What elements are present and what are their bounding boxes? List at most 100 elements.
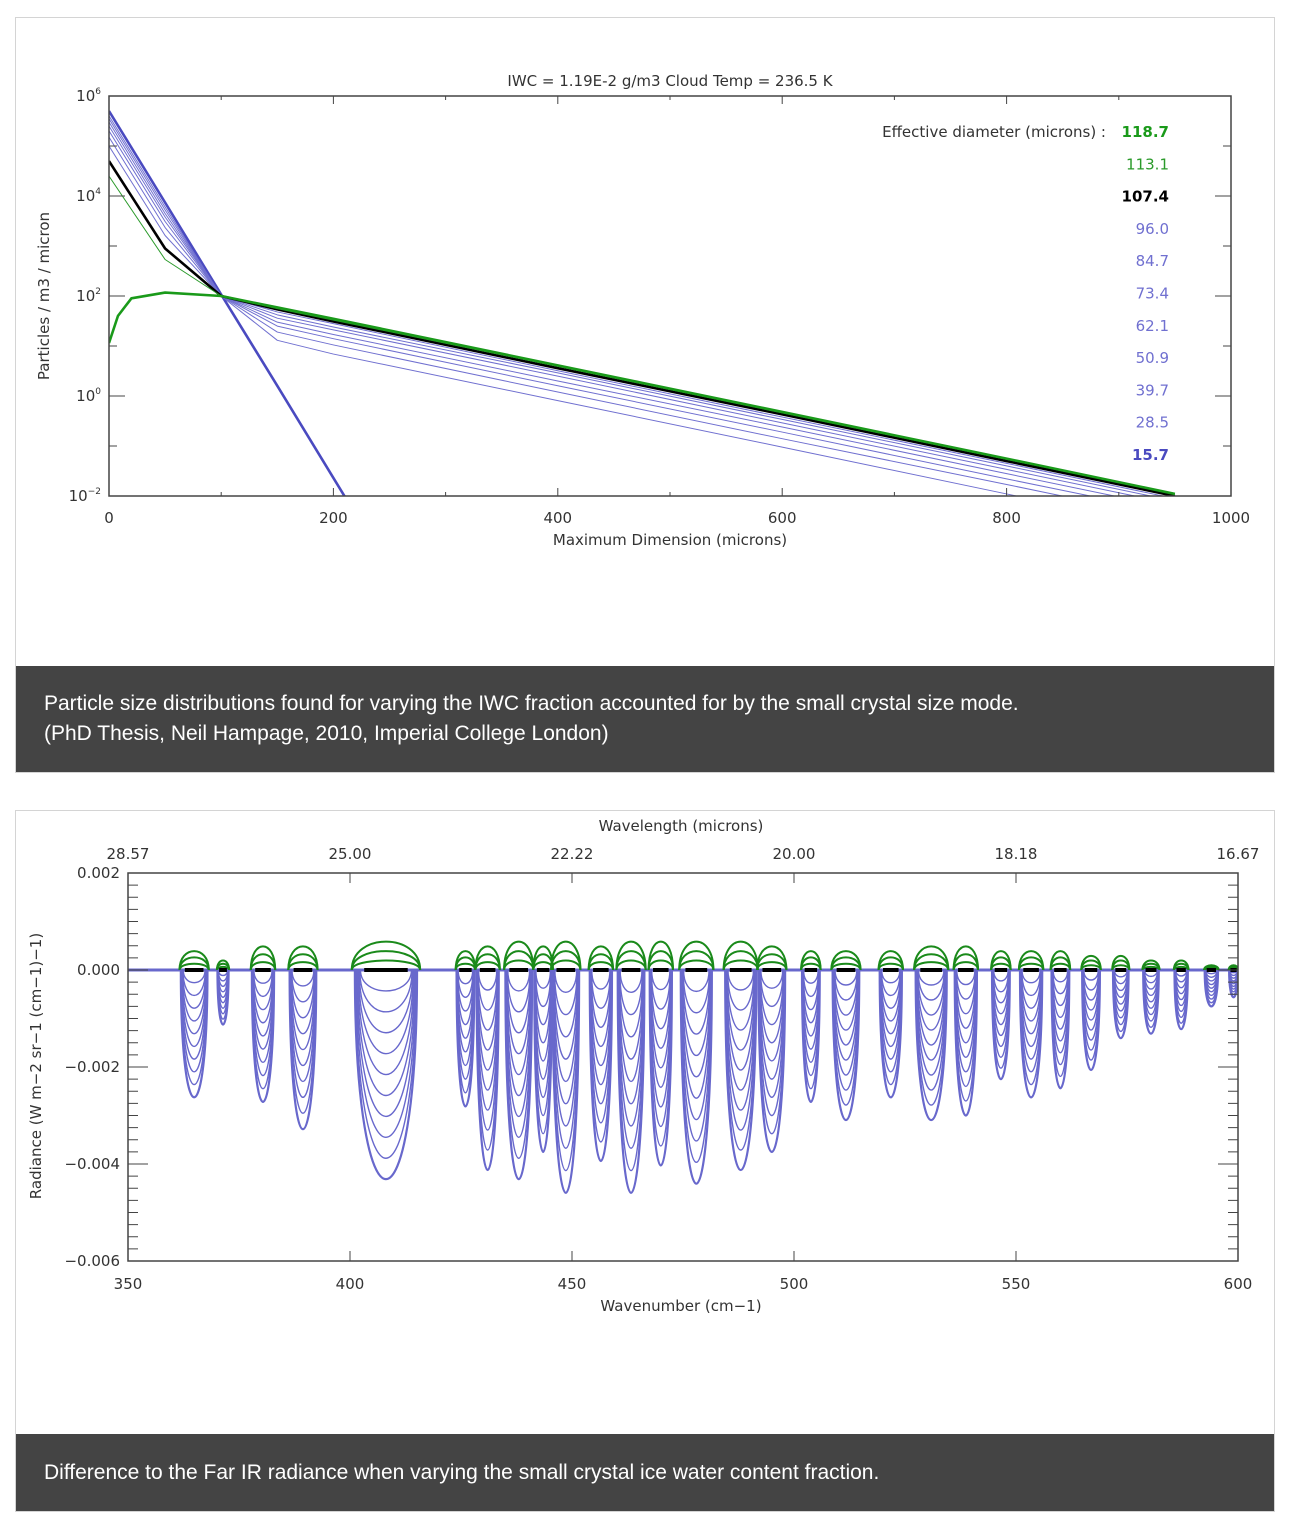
band-curve-negative [551, 969, 581, 1194]
band-curve-negative [650, 969, 671, 991]
band-curve-positive [249, 945, 277, 971]
legend-entry: 28.5 [1136, 414, 1169, 432]
band-curve-negative [290, 969, 316, 1019]
top-x-tick-label: 22.22 [551, 845, 594, 863]
band-curve-negative [759, 969, 784, 1025]
band-curve-negative [179, 969, 209, 1099]
plot-frame [108, 95, 1232, 497]
absorption-band [1080, 954, 1102, 1071]
y-tick-label: 102 [76, 287, 101, 305]
series-line-84-7 [109, 136, 1153, 496]
y-tick-label: 100 [76, 387, 101, 405]
band-curve-negative [457, 969, 474, 985]
x-tick-label: 450 [558, 1275, 587, 1293]
band-curve-positive [550, 940, 582, 971]
band-curve-positive [1172, 959, 1190, 971]
band-curve-positive [913, 945, 950, 971]
legend-entry: 96.0 [1136, 220, 1169, 238]
x-tick-label: 600 [1224, 1275, 1253, 1293]
band-curve-negative [358, 969, 414, 1034]
band-curve-negative [1173, 969, 1189, 1031]
band-curve-negative [353, 969, 419, 1180]
band-curve-negative [619, 969, 643, 1016]
band-curve-negative [917, 969, 945, 986]
band-curve-negative [726, 969, 756, 1051]
series-line-28-5 [109, 115, 1020, 496]
absorption-band [647, 940, 675, 1167]
series-line-107-4 [109, 160, 1176, 496]
band-curve-negative [554, 969, 578, 993]
absorption-band [503, 940, 535, 1180]
band-curve-negative [679, 969, 713, 1185]
top-x-tick-label: 28.57 [107, 845, 150, 863]
psd-chart: IWC = 1.19E-2 g/m3 Cloud Temp = 236.5 K … [35, 72, 1250, 549]
x-tick-label: 500 [780, 1275, 809, 1293]
band-curve-positive [1080, 954, 1102, 971]
absorption-band [756, 945, 788, 1153]
top-x-tick-label: 20.00 [773, 845, 816, 863]
x-axis-label: Wavenumber (cm−1) [600, 1297, 761, 1315]
y-tick-label: 0.002 [77, 864, 120, 882]
band-curve-negative [553, 969, 579, 1060]
legend-entry: 84.7 [1136, 252, 1169, 270]
series-line-15-7 [109, 110, 346, 496]
x-tick-label: 600 [768, 509, 797, 527]
band-curve-negative [726, 969, 756, 1071]
band-curve-negative [288, 969, 318, 1131]
band-curve-positive [800, 950, 822, 971]
band-curve-negative [504, 969, 534, 1180]
band-curve-negative [507, 969, 531, 992]
absorption-band [1203, 964, 1220, 1008]
series-line-113-1 [109, 175, 1176, 495]
band-curve-negative [359, 969, 413, 992]
series-line-50-9 [109, 121, 1093, 496]
band-curve-negative [757, 969, 787, 1153]
band-curve-negative [834, 969, 858, 1001]
band-curve-negative [355, 969, 417, 1138]
absorption-band [249, 945, 277, 1103]
band-curve-positive [756, 945, 788, 971]
band-curve-negative [182, 969, 206, 984]
absorption-band [287, 945, 319, 1131]
absorption-band [587, 945, 615, 1163]
band-curve-negative [553, 969, 578, 1016]
band-curve-negative [682, 969, 710, 993]
band-curve-negative [916, 969, 947, 1061]
y-tick-label: −0.006 [64, 1252, 120, 1270]
chart-title: IWC = 1.19E-2 g/m3 Cloud Temp = 236.5 K [507, 72, 833, 90]
band-curve-negative [354, 969, 418, 1159]
x-tick-label: 0 [104, 509, 114, 527]
band-curve-negative [681, 969, 712, 1078]
y-axis-label: Particles / m3 / micron [35, 212, 53, 380]
band-curve-negative [357, 969, 415, 1075]
absorption-band [178, 950, 210, 1099]
band-curve-negative [916, 969, 946, 1031]
x-tick-label: 400 [336, 1275, 365, 1293]
absorption-band [615, 940, 647, 1194]
absorption-band [722, 940, 759, 1172]
band-curve-positive [1049, 950, 1072, 971]
band-curve-negative [726, 969, 755, 1011]
absorption-band [1172, 959, 1190, 1031]
band-curve-negative [506, 969, 531, 1034]
band-curve-negative [915, 969, 947, 1076]
y-axis-label: Radiance (W m−2 sr−1 (cm−1)−1) [27, 933, 45, 1199]
absorption-band [990, 950, 1012, 1081]
band-curve-positive [990, 950, 1012, 971]
band-curve-negative [759, 969, 784, 1007]
band-curve-positive [1227, 964, 1238, 971]
absorption-band [215, 959, 231, 1026]
band-curve-positive [722, 940, 759, 971]
legend-entry: 50.9 [1136, 349, 1169, 367]
y-tick-label: −0.004 [64, 1155, 120, 1173]
band-curve-negative [916, 969, 946, 1046]
band-curve-negative [831, 969, 861, 1121]
band-curve-positive [587, 945, 615, 971]
band-curve-positive [474, 945, 501, 971]
band-curve-negative [533, 969, 554, 1153]
band-curve-positive [952, 945, 980, 971]
band-curve-negative [1111, 969, 1130, 1040]
band-curve-negative [356, 969, 416, 1118]
legend-entry: 39.7 [1136, 381, 1169, 399]
legend-entry: 73.4 [1136, 285, 1169, 303]
